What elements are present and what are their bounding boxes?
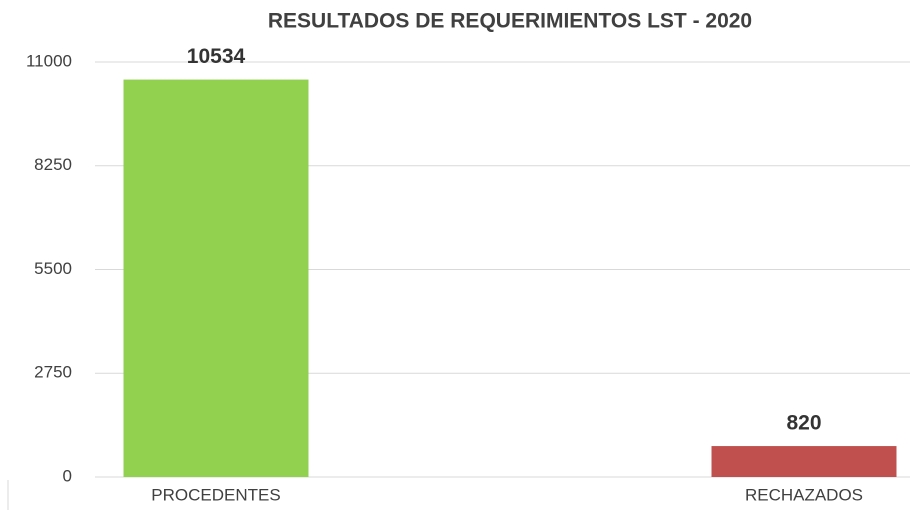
bar [123,79,309,478]
x-tick-label: PROCEDENTES [151,485,280,504]
y-tick-label: 2750 [34,363,72,382]
y-tick-label: 8250 [34,155,72,174]
y-tick-label: 11000 [26,51,72,70]
chart-title: RESULTADOS DE REQUERIMIENTOS LST - 2020 [268,10,752,33]
value-label: 820 [786,412,821,435]
y-tick-label: 5500 [34,259,72,278]
x-tick-label: RECHAZADOS [745,485,863,504]
y-tick-label: 0 [63,466,72,485]
value-label: 10534 [187,45,246,68]
bar [711,446,897,477]
